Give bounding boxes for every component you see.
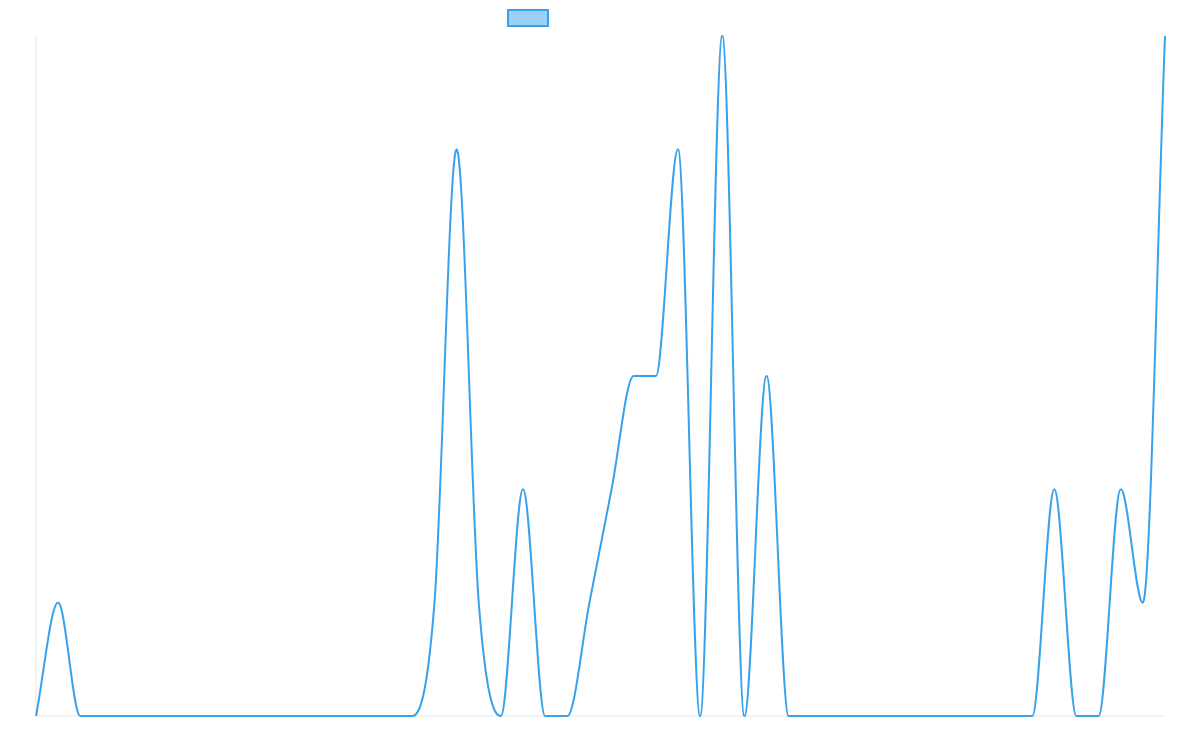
data-point[interactable] [563, 712, 571, 720]
data-point[interactable] [674, 145, 682, 153]
data-point[interactable] [1095, 712, 1103, 720]
data-point[interactable] [519, 485, 527, 493]
data-point[interactable] [829, 712, 837, 720]
data-point[interactable] [1161, 32, 1169, 40]
data-point[interactable] [984, 712, 992, 720]
data-point[interactable] [430, 599, 438, 607]
data-point[interactable] [785, 712, 793, 720]
series-layer [32, 32, 1169, 720]
data-point[interactable] [143, 712, 151, 720]
data-point[interactable] [231, 712, 239, 720]
data-point[interactable] [718, 32, 726, 40]
data-point[interactable] [1072, 712, 1080, 720]
data-point[interactable] [209, 712, 217, 720]
data-point[interactable] [1006, 712, 1014, 720]
axes [35, 36, 1165, 717]
data-point[interactable] [608, 485, 616, 493]
data-point[interactable] [630, 372, 638, 380]
data-point[interactable] [1139, 599, 1147, 607]
data-point[interactable] [585, 599, 593, 607]
legend[interactable] [507, 9, 549, 27]
data-point[interactable] [342, 712, 350, 720]
data-point[interactable] [408, 712, 416, 720]
data-point[interactable] [696, 712, 704, 720]
data-point[interactable] [165, 712, 173, 720]
data-point[interactable] [740, 712, 748, 720]
data-point[interactable] [386, 712, 394, 720]
data-point[interactable] [807, 712, 815, 720]
data-point[interactable] [253, 712, 261, 720]
data-point[interactable] [497, 712, 505, 720]
legend-swatch[interactable] [507, 9, 549, 27]
data-point[interactable] [763, 372, 771, 380]
data-point[interactable] [1117, 485, 1125, 493]
data-point[interactable] [364, 712, 372, 720]
data-point[interactable] [121, 712, 129, 720]
data-point[interactable] [895, 712, 903, 720]
data-point[interactable] [98, 712, 106, 720]
data-point[interactable] [917, 712, 925, 720]
data-point[interactable] [873, 712, 881, 720]
data-point[interactable] [320, 712, 328, 720]
data-point[interactable] [276, 712, 284, 720]
data-point[interactable] [541, 712, 549, 720]
data-point[interactable] [475, 599, 483, 607]
data-point[interactable] [851, 712, 859, 720]
data-point[interactable] [453, 145, 461, 153]
data-point[interactable] [76, 712, 84, 720]
data-point[interactable] [32, 712, 40, 720]
data-point[interactable] [1028, 712, 1036, 720]
series-line-0 [35, 35, 1166, 717]
data-point[interactable] [298, 712, 306, 720]
data-point[interactable] [187, 712, 195, 720]
data-point[interactable] [940, 712, 948, 720]
data-point[interactable] [1050, 485, 1058, 493]
data-point[interactable] [962, 712, 970, 720]
data-point[interactable] [54, 599, 62, 607]
data-point[interactable] [652, 372, 660, 380]
